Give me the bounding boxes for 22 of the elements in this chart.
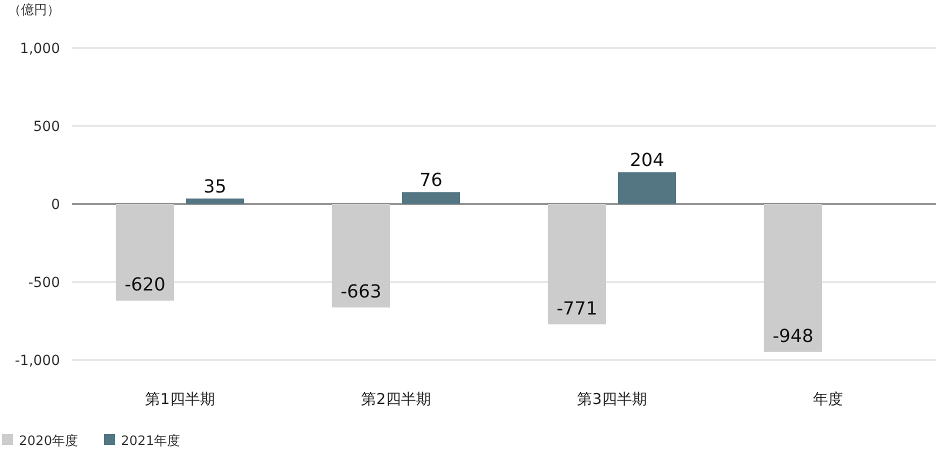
data-label: 76 [420, 170, 442, 192]
data-label: -663 [340, 281, 382, 302]
data-label: -620 [124, 274, 166, 296]
y-tick-label: 0 [51, 197, 60, 213]
data-label: 35 [204, 176, 226, 198]
x-tick-label: 第3四半期 [577, 390, 647, 408]
y-axis-title: （億円） [8, 3, 60, 18]
x-tick-label: 年度 [813, 390, 843, 408]
y-tick-label: -1,000 [14, 353, 60, 369]
bar [186, 198, 244, 204]
legend-label: 2021年度 [121, 433, 180, 449]
x-tick-label: 第2四半期 [361, 390, 431, 408]
legend-label: 2020年度 [19, 433, 78, 449]
x-tick-label: 第1四半期 [145, 390, 215, 408]
y-tick-label: 500 [33, 119, 60, 135]
data-label: 204 [630, 150, 664, 172]
data-label: -948 [772, 326, 814, 347]
bar [618, 172, 676, 204]
data-label: -771 [556, 298, 598, 320]
y-tick-label: -500 [28, 275, 60, 291]
bar [402, 192, 460, 204]
y-tick-label: 1,000 [20, 41, 60, 57]
